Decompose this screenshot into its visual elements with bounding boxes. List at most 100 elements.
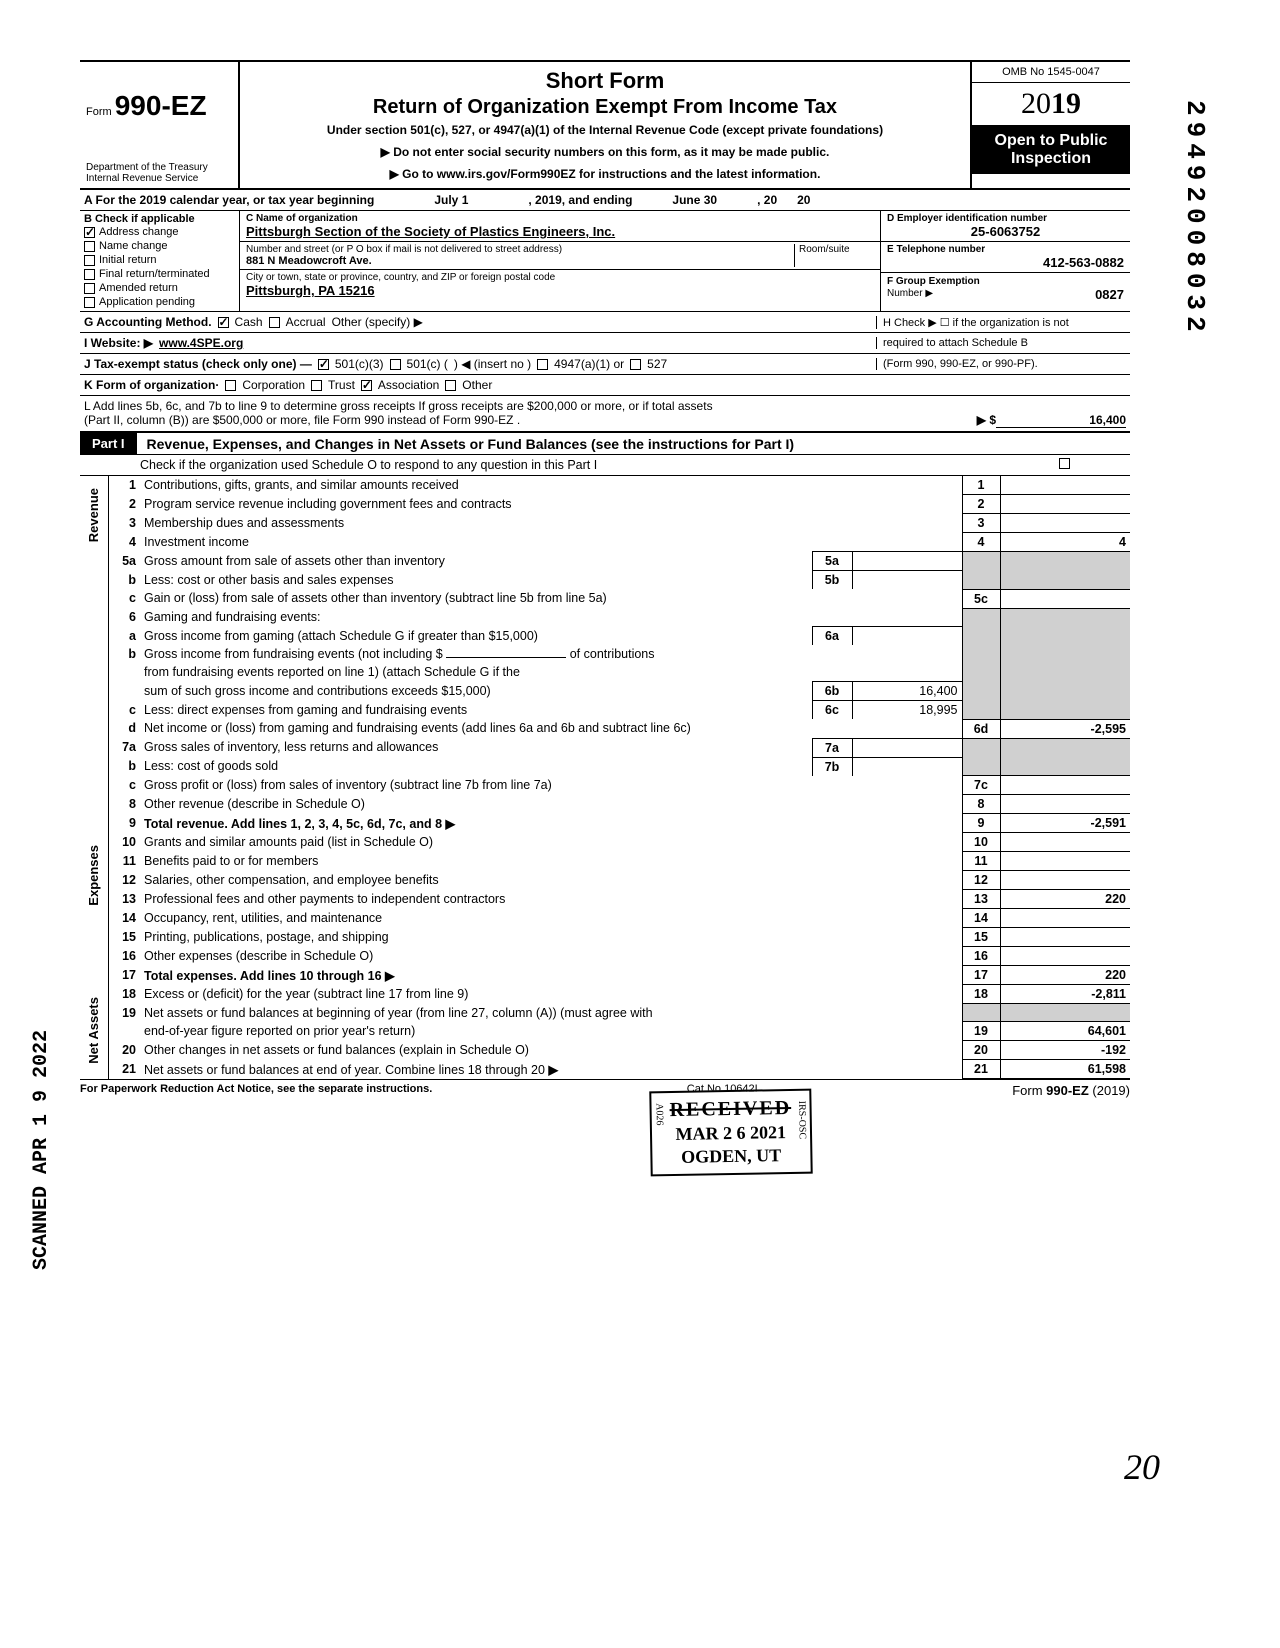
line-16: 16Other expenses (describe in Schedule O… — [80, 947, 1130, 966]
footer-right-yr: (2019) — [1089, 1083, 1130, 1098]
l13-desc: Professional fees and other payments to … — [144, 892, 505, 906]
received-stamp: RECEIVED A026 MAR 2 6 2021 OGDEN, UT IRS… — [649, 1089, 812, 1177]
stamp-irsosc: IRS-OSC — [796, 1101, 808, 1140]
chk-name-change[interactable]: Name change — [84, 239, 235, 253]
l7a-desc: Gross sales of inventory, less returns a… — [144, 740, 438, 754]
chk-trust[interactable] — [311, 380, 322, 391]
f-label2: Number ▶ — [887, 288, 933, 299]
line-10: Expenses 10Grants and similar amounts pa… — [80, 833, 1130, 852]
open-line1: Open to Public — [978, 132, 1124, 150]
chk-final-return[interactable]: Final return/terminated — [84, 267, 235, 281]
a-begin: July 1 — [434, 193, 468, 207]
chk-application-pending[interactable]: Application pending — [84, 295, 235, 309]
e-label: E Telephone number — [887, 244, 1124, 255]
k-assoc: Association — [378, 378, 439, 392]
l6c-desc: Less: direct expenses from gaming and fu… — [144, 703, 467, 717]
h-line1: H Check ▶ ☐ if the organization is not — [883, 317, 1069, 329]
g-accrual: Accrual — [286, 315, 326, 329]
j-a1: 4947(a)(1) or — [554, 357, 624, 371]
chk-accrual[interactable] — [269, 317, 280, 328]
chk-assoc[interactable] — [361, 380, 372, 391]
omb: OMB No 1545-0047 — [972, 62, 1130, 83]
stamp-a026: A026 — [653, 1103, 664, 1125]
chk-other-org[interactable] — [445, 380, 456, 391]
j-527: 527 — [647, 357, 667, 371]
l16-desc: Other expenses (describe in Schedule O) — [144, 949, 373, 963]
row-l: L Add lines 5b, 6c, and 7b to line 9 to … — [80, 396, 1130, 431]
b-item-3: Final return/terminated — [99, 268, 210, 280]
l6b-mid: of contributions — [570, 647, 655, 661]
part1-header: Part I Revenue, Expenses, and Changes in… — [80, 431, 1130, 455]
chk-501c[interactable] — [390, 359, 401, 370]
phone: 412-563-0882 — [887, 255, 1124, 270]
v18: -2,811 — [1000, 985, 1130, 1004]
form-label: Form — [86, 106, 112, 118]
footer: For Paperwork Reduction Act Notice, see … — [80, 1079, 1130, 1098]
ein: 25-6063752 — [887, 224, 1124, 239]
header-left: Form 990-EZ Department of the Treasury I… — [80, 62, 240, 188]
row-g: G Accounting Method. Cash Accrual Other … — [80, 312, 1130, 333]
chk-4947[interactable] — [537, 359, 548, 370]
l19b-desc: end-of-year figure reported on prior yea… — [144, 1024, 415, 1038]
k-label: K Form of organization· — [84, 378, 219, 392]
chk-cash[interactable] — [218, 317, 229, 328]
line-4: 4Investment income44 — [80, 533, 1130, 552]
v9: -2,591 — [1000, 814, 1130, 833]
l6d-desc: Net income or (loss) from gaming and fun… — [144, 721, 691, 735]
l10-desc: Grants and similar amounts paid (list in… — [144, 835, 433, 849]
l-line2: (Part II, column (B)) are $500,000 or mo… — [84, 413, 520, 428]
tax-year: 2019 — [972, 83, 1130, 126]
chk-schedule-o[interactable] — [1059, 458, 1070, 469]
j-label: J Tax-exempt status (check only one) — — [84, 357, 312, 371]
chk-amended-return[interactable]: Amended return — [84, 281, 235, 295]
chk-address-change[interactable]: Address change — [84, 225, 235, 239]
footer-left: For Paperwork Reduction Act Notice, see … — [80, 1083, 432, 1098]
line-19b: end-of-year figure reported on prior yea… — [80, 1022, 1130, 1041]
dln-number: 29492008032 — [1180, 100, 1210, 338]
part1-check-o: Check if the organization used Schedule … — [80, 455, 1130, 476]
a-yr-val: 20 — [797, 193, 810, 207]
chk-corp[interactable] — [225, 380, 236, 391]
b-item-1: Name change — [99, 240, 168, 252]
i-label: I Website: ▶ — [84, 336, 153, 350]
footer-right-form: 990-EZ — [1046, 1083, 1089, 1098]
l6-desc: Gaming and fundraising events: — [144, 610, 321, 624]
l19a-desc: Net assets or fund balances at beginning… — [144, 1006, 653, 1020]
b-item-4: Amended return — [99, 282, 178, 294]
line-14: 14Occupancy, rent, utilities, and mainte… — [80, 909, 1130, 928]
a-end: June 30 — [672, 193, 717, 207]
line-11: 11Benefits paid to or for members11 — [80, 852, 1130, 871]
f-label: F Group Exemption — [887, 276, 980, 287]
l1-desc: Contributions, gifts, grants, and simila… — [144, 478, 459, 492]
g-label: G Accounting Method. — [84, 315, 212, 329]
v20: -192 — [1000, 1041, 1130, 1060]
line-6: 6Gaming and fundraising events: — [80, 608, 1130, 627]
e-row: E Telephone number 412-563-0882 — [881, 242, 1130, 273]
c-name-label: C Name of organization — [246, 213, 874, 224]
header-center: Short Form Return of Organization Exempt… — [240, 62, 970, 188]
open-public: Open to Public Inspection — [972, 126, 1130, 174]
section-a: A For the 2019 calendar year, or tax yea… — [80, 190, 1130, 211]
footer-right: Form 990-EZ (2019) — [1012, 1083, 1130, 1098]
org-addr: 881 N Meadowcroft Ave. — [246, 255, 794, 267]
l6b-pre: Gross income from fundraising events (no… — [144, 647, 443, 661]
website: www.4SPE.org — [159, 336, 243, 350]
chk-initial-return[interactable]: Initial return — [84, 253, 235, 267]
k-trust: Trust — [328, 378, 355, 392]
signature-20: 20 — [1124, 1446, 1160, 1488]
group-exemption: 0827 — [1095, 287, 1124, 302]
checkbox-icon — [84, 241, 95, 252]
f-row: F Group Exemption Number ▶ 0827 — [881, 273, 1130, 301]
scanned-stamp: SCANNED APR 1 9 2022 — [30, 1030, 53, 1270]
l3-desc: Membership dues and assessments — [144, 516, 344, 530]
line-18: Net Assets 18Excess or (deficit) for the… — [80, 985, 1130, 1004]
line-8: 8Other revenue (describe in Schedule O)8 — [80, 795, 1130, 814]
org-name: Pittsburgh Section of the Society of Pla… — [246, 224, 874, 239]
checkbox-icon — [84, 283, 95, 294]
chk-501c3[interactable] — [318, 359, 329, 370]
b-item-0: Address change — [99, 226, 179, 238]
line-19a: 19Net assets or fund balances at beginni… — [80, 1004, 1130, 1022]
line-5a: 5aGross amount from sale of assets other… — [80, 552, 1130, 571]
chk-527[interactable] — [630, 359, 641, 370]
line-13: 13Professional fees and other payments t… — [80, 890, 1130, 909]
